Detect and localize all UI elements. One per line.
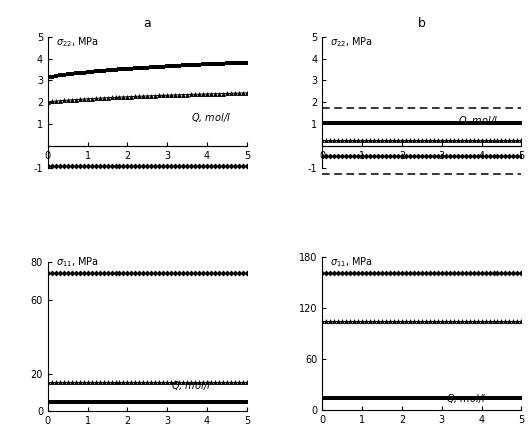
Text: $\sigma_{22}$, MPa: $\sigma_{22}$, MPa bbox=[56, 35, 98, 49]
Text: $\sigma_{11}$, MPa: $\sigma_{11}$, MPa bbox=[330, 255, 373, 269]
Text: $Q$, mol/l: $Q$, mol/l bbox=[446, 392, 486, 405]
Text: $Q$, mol/l: $Q$, mol/l bbox=[458, 114, 497, 127]
Text: $\sigma_{22}$, MPa: $\sigma_{22}$, MPa bbox=[330, 35, 373, 49]
Title: b: b bbox=[418, 17, 426, 30]
Text: $Q$, mol/l: $Q$, mol/l bbox=[171, 379, 211, 392]
Title: a: a bbox=[144, 17, 151, 30]
Text: $\sigma_{11}$, MPa: $\sigma_{11}$, MPa bbox=[56, 255, 98, 269]
Text: $Q$, mol/l: $Q$, mol/l bbox=[191, 111, 231, 124]
